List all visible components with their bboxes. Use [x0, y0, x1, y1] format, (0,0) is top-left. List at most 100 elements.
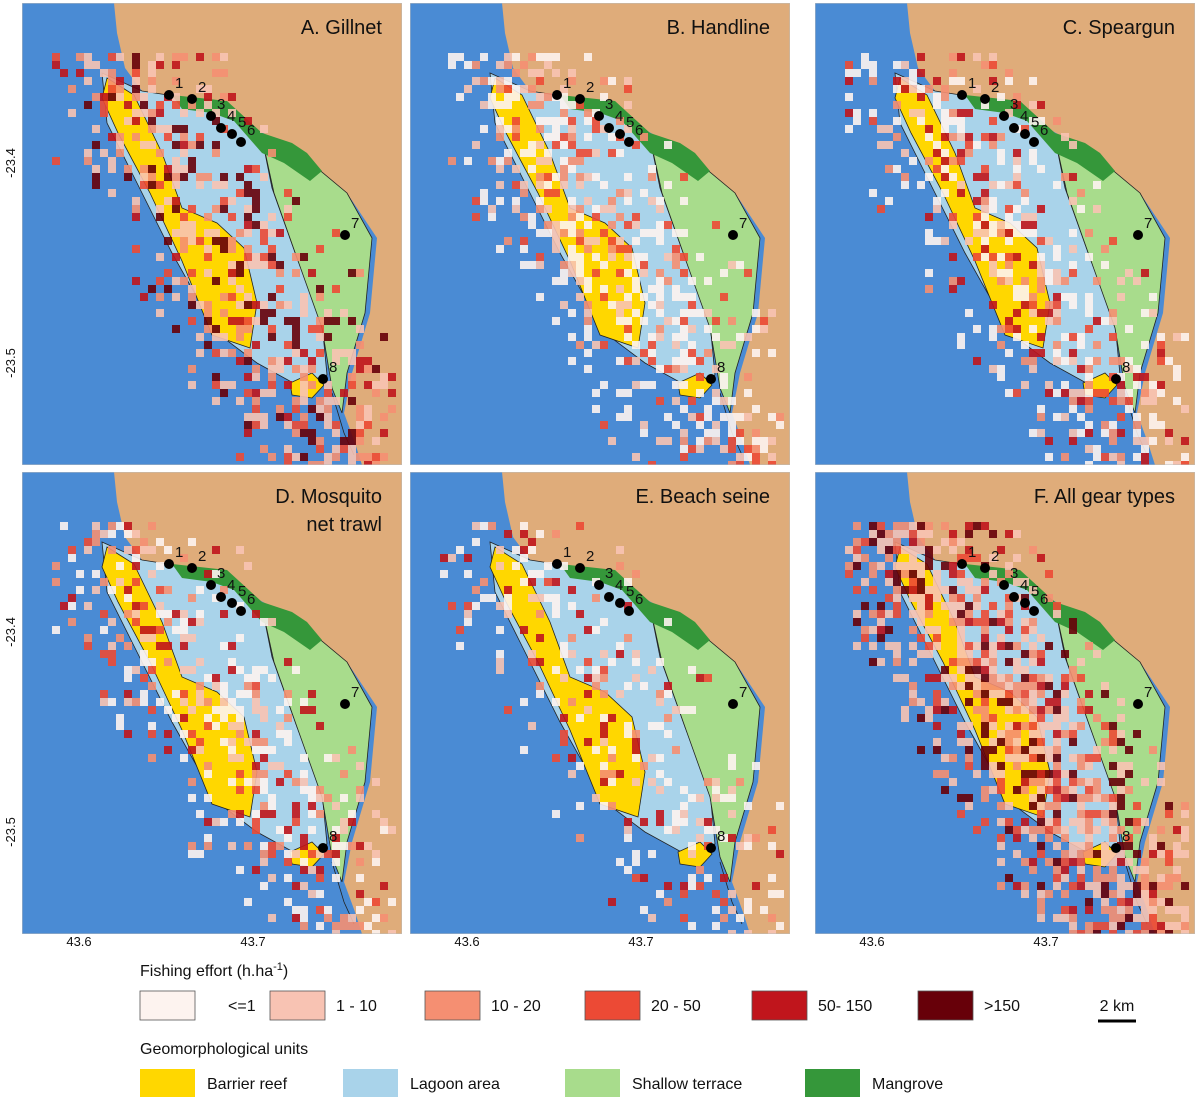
effort-cell	[1125, 397, 1133, 405]
effort-cell	[1101, 858, 1109, 866]
effort-cell	[284, 421, 292, 429]
effort-cell	[973, 253, 981, 261]
site-marker	[594, 580, 604, 590]
effort-cell	[316, 293, 324, 301]
effort-cell	[1053, 317, 1061, 325]
effort-cell	[284, 461, 292, 465]
effort-cell	[236, 818, 244, 826]
effort-cell	[901, 173, 909, 181]
effort-cell	[624, 301, 632, 309]
effort-cell	[1173, 906, 1181, 914]
effort-cell	[672, 229, 680, 237]
effort-cell	[688, 445, 696, 453]
effort-cell	[196, 746, 204, 754]
effort-cell	[640, 682, 648, 690]
effort-cell	[252, 786, 260, 794]
effort-cell	[528, 722, 536, 730]
effort-cell	[997, 674, 1005, 682]
effort-cell	[1005, 325, 1013, 333]
effort-cell	[156, 698, 164, 706]
effort-cell	[464, 61, 472, 69]
effort-cell	[1117, 738, 1125, 746]
effort-cell	[584, 674, 592, 682]
effort-cell	[1037, 682, 1045, 690]
effort-cell	[1037, 269, 1045, 277]
effort-cell	[552, 317, 560, 325]
effort-cell	[1037, 810, 1045, 818]
effort-cell	[212, 237, 220, 245]
effort-cell	[861, 554, 869, 562]
effort-cell	[656, 722, 664, 730]
effort-cell	[1061, 277, 1069, 285]
effort-cell	[1021, 221, 1029, 229]
effort-cell	[488, 213, 496, 221]
effort-cell	[877, 141, 885, 149]
effort-cell	[624, 125, 632, 133]
effort-cell	[656, 437, 664, 445]
effort-cell	[885, 197, 893, 205]
effort-cell	[680, 429, 688, 437]
effort-cell	[236, 189, 244, 197]
effort-cell	[1181, 802, 1189, 810]
effort-cell	[1157, 333, 1165, 341]
effort-cell	[1061, 714, 1069, 722]
site-marker	[980, 94, 990, 104]
site-marker	[575, 94, 585, 104]
effort-cell	[672, 357, 680, 365]
effort-cell	[528, 594, 536, 602]
effort-cell	[768, 453, 776, 461]
effort-cell	[1077, 189, 1085, 197]
effort-cell	[260, 261, 268, 269]
effort-cell	[496, 61, 504, 69]
effort-cell	[1109, 802, 1117, 810]
site-marker	[318, 374, 328, 384]
effort-cell	[1141, 437, 1149, 445]
effort-cell	[292, 269, 300, 277]
effort-cell	[1133, 866, 1141, 874]
effort-cell	[949, 285, 957, 293]
effort-cell	[496, 157, 504, 165]
effort-cell	[84, 61, 92, 69]
effort-cell	[156, 125, 164, 133]
effort-cell	[268, 914, 276, 922]
effort-cell	[204, 309, 212, 317]
effort-cell	[664, 618, 672, 626]
effort-cell	[132, 530, 140, 538]
effort-cell	[981, 818, 989, 826]
effort-cell	[332, 397, 340, 405]
effort-cell	[512, 165, 520, 173]
effort-cell	[108, 93, 116, 101]
effort-cell	[632, 850, 640, 858]
effort-cell	[204, 794, 212, 802]
effort-cell	[380, 373, 388, 381]
effort-cell	[1077, 850, 1085, 858]
effort-cell	[997, 642, 1005, 650]
effort-cell	[1141, 778, 1149, 786]
effort-cell	[212, 706, 220, 714]
effort-cell	[284, 357, 292, 365]
effort-cell	[981, 189, 989, 197]
effort-cell	[973, 522, 981, 530]
effort-cell	[584, 738, 592, 746]
effort-cell	[893, 538, 901, 546]
effort-cell	[664, 898, 672, 906]
effort-cell	[1045, 437, 1053, 445]
effort-cell	[981, 229, 989, 237]
effort-cell	[204, 834, 212, 842]
effort-cell	[1005, 682, 1013, 690]
effort-cell	[1029, 101, 1037, 109]
effort-cell	[1013, 850, 1021, 858]
effort-cell	[1005, 269, 1013, 277]
effort-cell	[528, 149, 536, 157]
effort-cell	[957, 610, 965, 618]
effort-cell	[228, 706, 236, 714]
effort-cell	[252, 610, 260, 618]
effort-cell	[1005, 674, 1013, 682]
effort-cell	[760, 437, 768, 445]
effort-cell	[704, 778, 712, 786]
effort-cell	[1085, 930, 1093, 934]
effort-cell	[180, 698, 188, 706]
effort-cell	[1005, 818, 1013, 826]
effort-cell	[268, 453, 276, 461]
effort-cell	[1165, 874, 1173, 882]
